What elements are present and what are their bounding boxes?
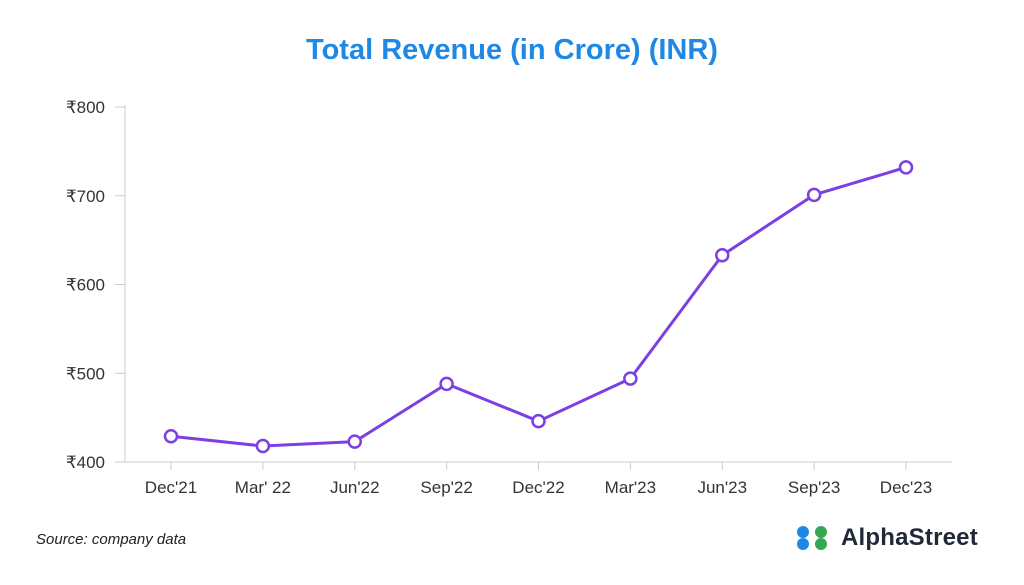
x-tick-label: Dec'21 [145, 478, 197, 497]
chart-axes [124, 105, 952, 463]
x-tick-label: Sep'22 [420, 478, 472, 497]
x-tick-label: Dec'23 [880, 478, 932, 497]
data-point [255, 438, 271, 454]
data-point [531, 413, 546, 429]
data-point [623, 371, 638, 386]
x-axis-ticks: Dec'21 Mar' 22 Jun'22 Sep'22 Dec'22 Mar'23 Jun… [145, 462, 932, 497]
brand-name: AlphaStreet [841, 524, 978, 551]
x-tick-label: Jun'22 [330, 478, 380, 497]
data-point [715, 247, 730, 263]
revenue-line [170, 165, 907, 448]
chart-title: Total Revenue (in Crore) (INR) [306, 34, 718, 66]
alphastreet-logo-icon [797, 526, 827, 550]
y-tick-label: ₹400 [66, 453, 105, 472]
data-point [806, 187, 822, 203]
x-tick-label: Dec'22 [512, 478, 564, 497]
x-tick-label: Mar' 22 [235, 478, 291, 497]
x-tick-label: Jun'23 [697, 478, 747, 497]
x-tick-label: Mar'23 [605, 478, 656, 497]
y-tick-label: ₹700 [66, 187, 105, 206]
series-total-revenue [163, 160, 914, 454]
y-tick-label: ₹800 [66, 98, 105, 117]
data-point [898, 160, 914, 175]
data-point [347, 434, 362, 449]
brand-logo: AlphaStreet [795, 524, 978, 552]
y-tick-label: ₹500 [66, 364, 105, 383]
data-point [439, 376, 454, 392]
y-axis-ticks: ₹400 ₹500 ₹600 ₹700 ₹800 [66, 98, 125, 472]
y-tick-label: ₹600 [66, 276, 105, 295]
source-note: Source: company data [36, 531, 187, 548]
x-tick-label: Sep'23 [788, 478, 840, 497]
data-point [163, 429, 179, 444]
